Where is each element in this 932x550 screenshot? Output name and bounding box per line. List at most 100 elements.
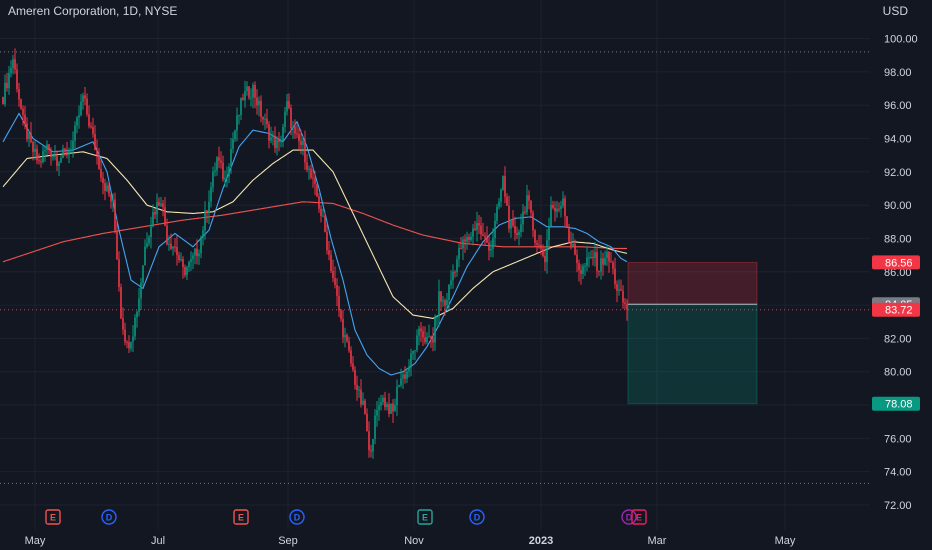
candle-body [2, 96, 4, 105]
price-axis[interactable]: 100.00 98.00 96.00 94.00 92.00 90.00 88.00 86.0… [884, 34, 918, 513]
candle-body [500, 189, 502, 202]
candle-body [524, 211, 526, 213]
candle-body [238, 114, 240, 116]
candle-body [302, 140, 304, 145]
candle-body [200, 236, 202, 254]
candle-body [58, 162, 60, 166]
candle-body [52, 156, 54, 158]
candle-body [432, 338, 434, 343]
candle-body [558, 208, 560, 210]
candle-body [412, 350, 414, 354]
candle-body [566, 216, 568, 227]
candle-body [12, 59, 14, 69]
price-tag-label: 86.56 [885, 257, 913, 269]
candle-body [396, 386, 398, 406]
y-tick-label: 80.00 [884, 367, 912, 379]
dividend-marker [469, 509, 485, 525]
candle-body [94, 134, 96, 151]
price-tag [872, 396, 920, 411]
currency-label: USD [882, 4, 908, 18]
candle-body [406, 371, 408, 379]
y-tick-label: 86.00 [884, 267, 912, 279]
dividend-event-icon: D [101, 509, 117, 525]
candle-body [162, 203, 164, 208]
candle-body [470, 236, 472, 240]
event-letter: D [106, 513, 113, 523]
candle-body [234, 130, 236, 140]
candle-body [248, 86, 250, 98]
candle-body [308, 168, 310, 170]
candle-body [604, 258, 606, 265]
candle-body [160, 203, 162, 206]
candle-body [574, 243, 576, 255]
candle-body [328, 250, 330, 255]
earnings-event-icon: E [417, 509, 433, 525]
y-tick-label: 76.00 [884, 433, 912, 445]
candle-body [266, 118, 268, 125]
candle-body [450, 280, 452, 285]
candle-body [400, 378, 402, 386]
candle-body [372, 439, 374, 452]
candle-body [618, 289, 620, 291]
candle-body [594, 252, 596, 258]
candle-body [254, 85, 256, 98]
dividend-marker [289, 509, 305, 525]
chart-grid [0, 0, 870, 530]
candle-body [548, 226, 550, 241]
candle-body [268, 124, 270, 141]
candle-body [472, 228, 474, 237]
candle-body [86, 98, 88, 115]
event-letter: E [238, 513, 244, 523]
moving-average-line [2, 149, 628, 319]
candle-body [6, 82, 8, 89]
candle-body [70, 149, 72, 151]
candle-body [114, 199, 116, 231]
candle-body [222, 162, 224, 180]
candle-body [342, 319, 344, 338]
candle-body [262, 116, 264, 120]
candle-body [10, 68, 12, 73]
candle-body [104, 183, 106, 191]
candle-body [540, 245, 542, 249]
candle-body [378, 405, 380, 411]
candle-body [514, 225, 516, 234]
candle-body [560, 206, 562, 209]
candle-body [456, 259, 458, 272]
candle-body [76, 117, 78, 126]
candle-body [436, 316, 438, 318]
candle-body [34, 148, 36, 152]
candle-body [106, 185, 108, 191]
short-position-tool[interactable] [627, 261, 758, 405]
candle-body [98, 154, 100, 169]
candle-body [430, 336, 432, 339]
time-axis[interactable]: May Jul Sep Nov 2023 Mar May [25, 535, 796, 547]
y-tick-label: 94.00 [884, 133, 912, 145]
candle-body [316, 183, 318, 197]
candle-body [16, 69, 18, 90]
candle-body [314, 178, 316, 184]
candle-body [498, 201, 500, 207]
candle-body [332, 271, 334, 279]
x-tick-label: Sep [278, 535, 298, 547]
candle-body [28, 133, 30, 140]
candle-body [502, 176, 504, 190]
candle-body [300, 141, 302, 145]
candle-body [290, 107, 292, 129]
candle-body [568, 226, 570, 242]
candle-body [556, 208, 558, 212]
candle-body [274, 135, 276, 148]
x-tick-label: 2023 [529, 535, 553, 547]
candle-body [586, 257, 588, 266]
candle-body [60, 157, 62, 163]
candle-body [122, 318, 124, 330]
candle-body [564, 198, 566, 217]
candle-body [414, 350, 416, 352]
candle-body [198, 253, 200, 257]
candle-body [282, 126, 284, 141]
candle-body [368, 431, 370, 451]
candle-body [404, 374, 406, 379]
candle-body [402, 374, 404, 379]
candle-body [36, 148, 38, 161]
